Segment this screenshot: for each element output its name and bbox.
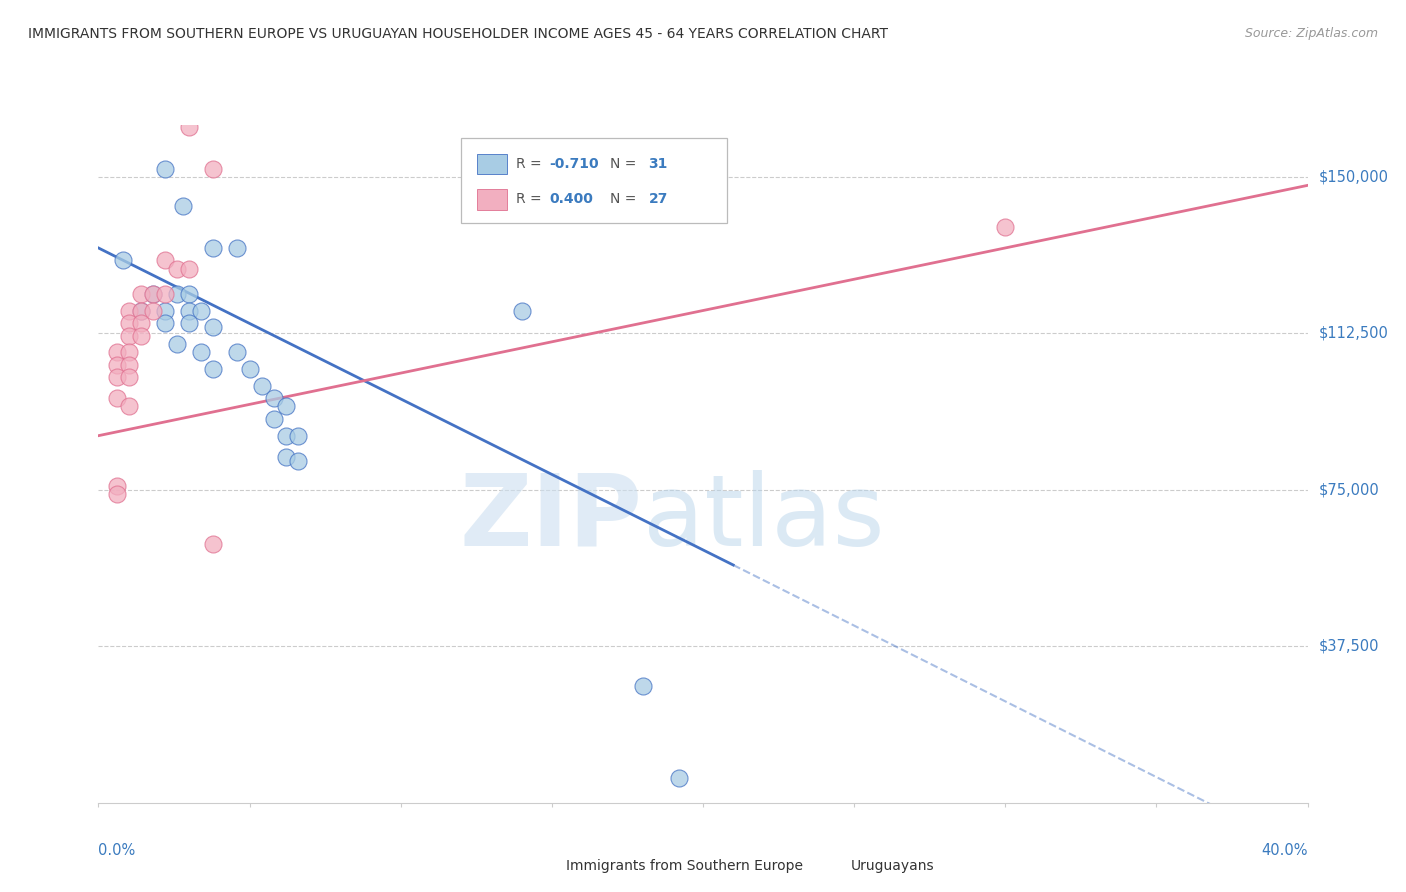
Point	[274, 428, 297, 442]
Text: ZIP: ZIP	[460, 469, 643, 566]
Text: IMMIGRANTS FROM SOUTHERN EUROPE VS URUGUAYAN HOUSEHOLDER INCOME AGES 45 - 64 YEA: IMMIGRANTS FROM SOUTHERN EUROPE VS URUGU…	[28, 27, 889, 41]
Point	[202, 362, 225, 376]
Point	[118, 370, 141, 384]
Point	[668, 771, 690, 785]
Text: N =: N =	[610, 157, 641, 171]
Point	[118, 316, 141, 330]
FancyBboxPatch shape	[818, 857, 845, 874]
Point	[190, 345, 212, 359]
Text: 0.0%: 0.0%	[98, 844, 135, 858]
Point	[274, 450, 297, 464]
Point	[287, 428, 309, 442]
Point	[129, 328, 152, 343]
Point	[105, 391, 128, 405]
Point	[287, 453, 309, 467]
Point	[142, 286, 165, 301]
Point	[190, 303, 212, 318]
Point	[631, 679, 654, 693]
Point	[239, 362, 262, 376]
Point	[177, 120, 201, 134]
Point	[111, 253, 134, 268]
Point	[226, 345, 249, 359]
Text: Source: ZipAtlas.com: Source: ZipAtlas.com	[1244, 27, 1378, 40]
Text: -0.710: -0.710	[550, 157, 599, 171]
Point	[202, 241, 225, 255]
Text: 40.0%: 40.0%	[1261, 844, 1308, 858]
Text: R =: R =	[516, 193, 546, 206]
Point	[177, 286, 201, 301]
Point	[202, 161, 225, 176]
Point	[153, 316, 176, 330]
FancyBboxPatch shape	[477, 154, 508, 174]
Text: 31: 31	[648, 157, 668, 171]
Point	[118, 303, 141, 318]
Point	[226, 241, 249, 255]
Text: $37,500: $37,500	[1319, 639, 1379, 654]
Point	[129, 303, 152, 318]
Point	[105, 479, 128, 493]
Point	[105, 370, 128, 384]
Point	[118, 345, 141, 359]
FancyBboxPatch shape	[477, 189, 508, 210]
Point	[105, 345, 128, 359]
Point	[177, 316, 201, 330]
Point	[142, 303, 165, 318]
Text: $150,000: $150,000	[1319, 169, 1389, 185]
Point	[153, 286, 176, 301]
Point	[172, 199, 194, 213]
FancyBboxPatch shape	[534, 857, 561, 874]
Text: 27: 27	[648, 193, 668, 206]
Point	[250, 378, 273, 392]
Point	[166, 261, 188, 276]
Point	[166, 337, 188, 351]
Point	[118, 400, 141, 414]
Point	[274, 400, 297, 414]
Point	[105, 487, 128, 501]
Point	[129, 303, 152, 318]
Point	[166, 286, 188, 301]
Point	[142, 286, 165, 301]
Text: Uruguayans: Uruguayans	[851, 859, 934, 873]
Point	[177, 303, 201, 318]
Text: $75,000: $75,000	[1319, 483, 1379, 498]
Text: atlas: atlas	[643, 469, 884, 566]
Point	[105, 358, 128, 372]
FancyBboxPatch shape	[461, 138, 727, 223]
Text: $112,500: $112,500	[1319, 326, 1389, 341]
Text: Immigrants from Southern Europe: Immigrants from Southern Europe	[567, 859, 803, 873]
Point	[153, 253, 176, 268]
Text: R =: R =	[516, 157, 546, 171]
Point	[994, 220, 1017, 235]
Point	[153, 303, 176, 318]
Point	[118, 358, 141, 372]
Point	[202, 320, 225, 334]
Text: N =: N =	[610, 193, 641, 206]
Point	[510, 303, 533, 318]
Point	[129, 286, 152, 301]
Point	[202, 537, 225, 551]
Point	[263, 412, 285, 426]
Point	[177, 261, 201, 276]
Point	[129, 316, 152, 330]
Text: 0.400: 0.400	[550, 193, 593, 206]
Point	[118, 328, 141, 343]
Point	[153, 161, 176, 176]
Point	[263, 391, 285, 405]
